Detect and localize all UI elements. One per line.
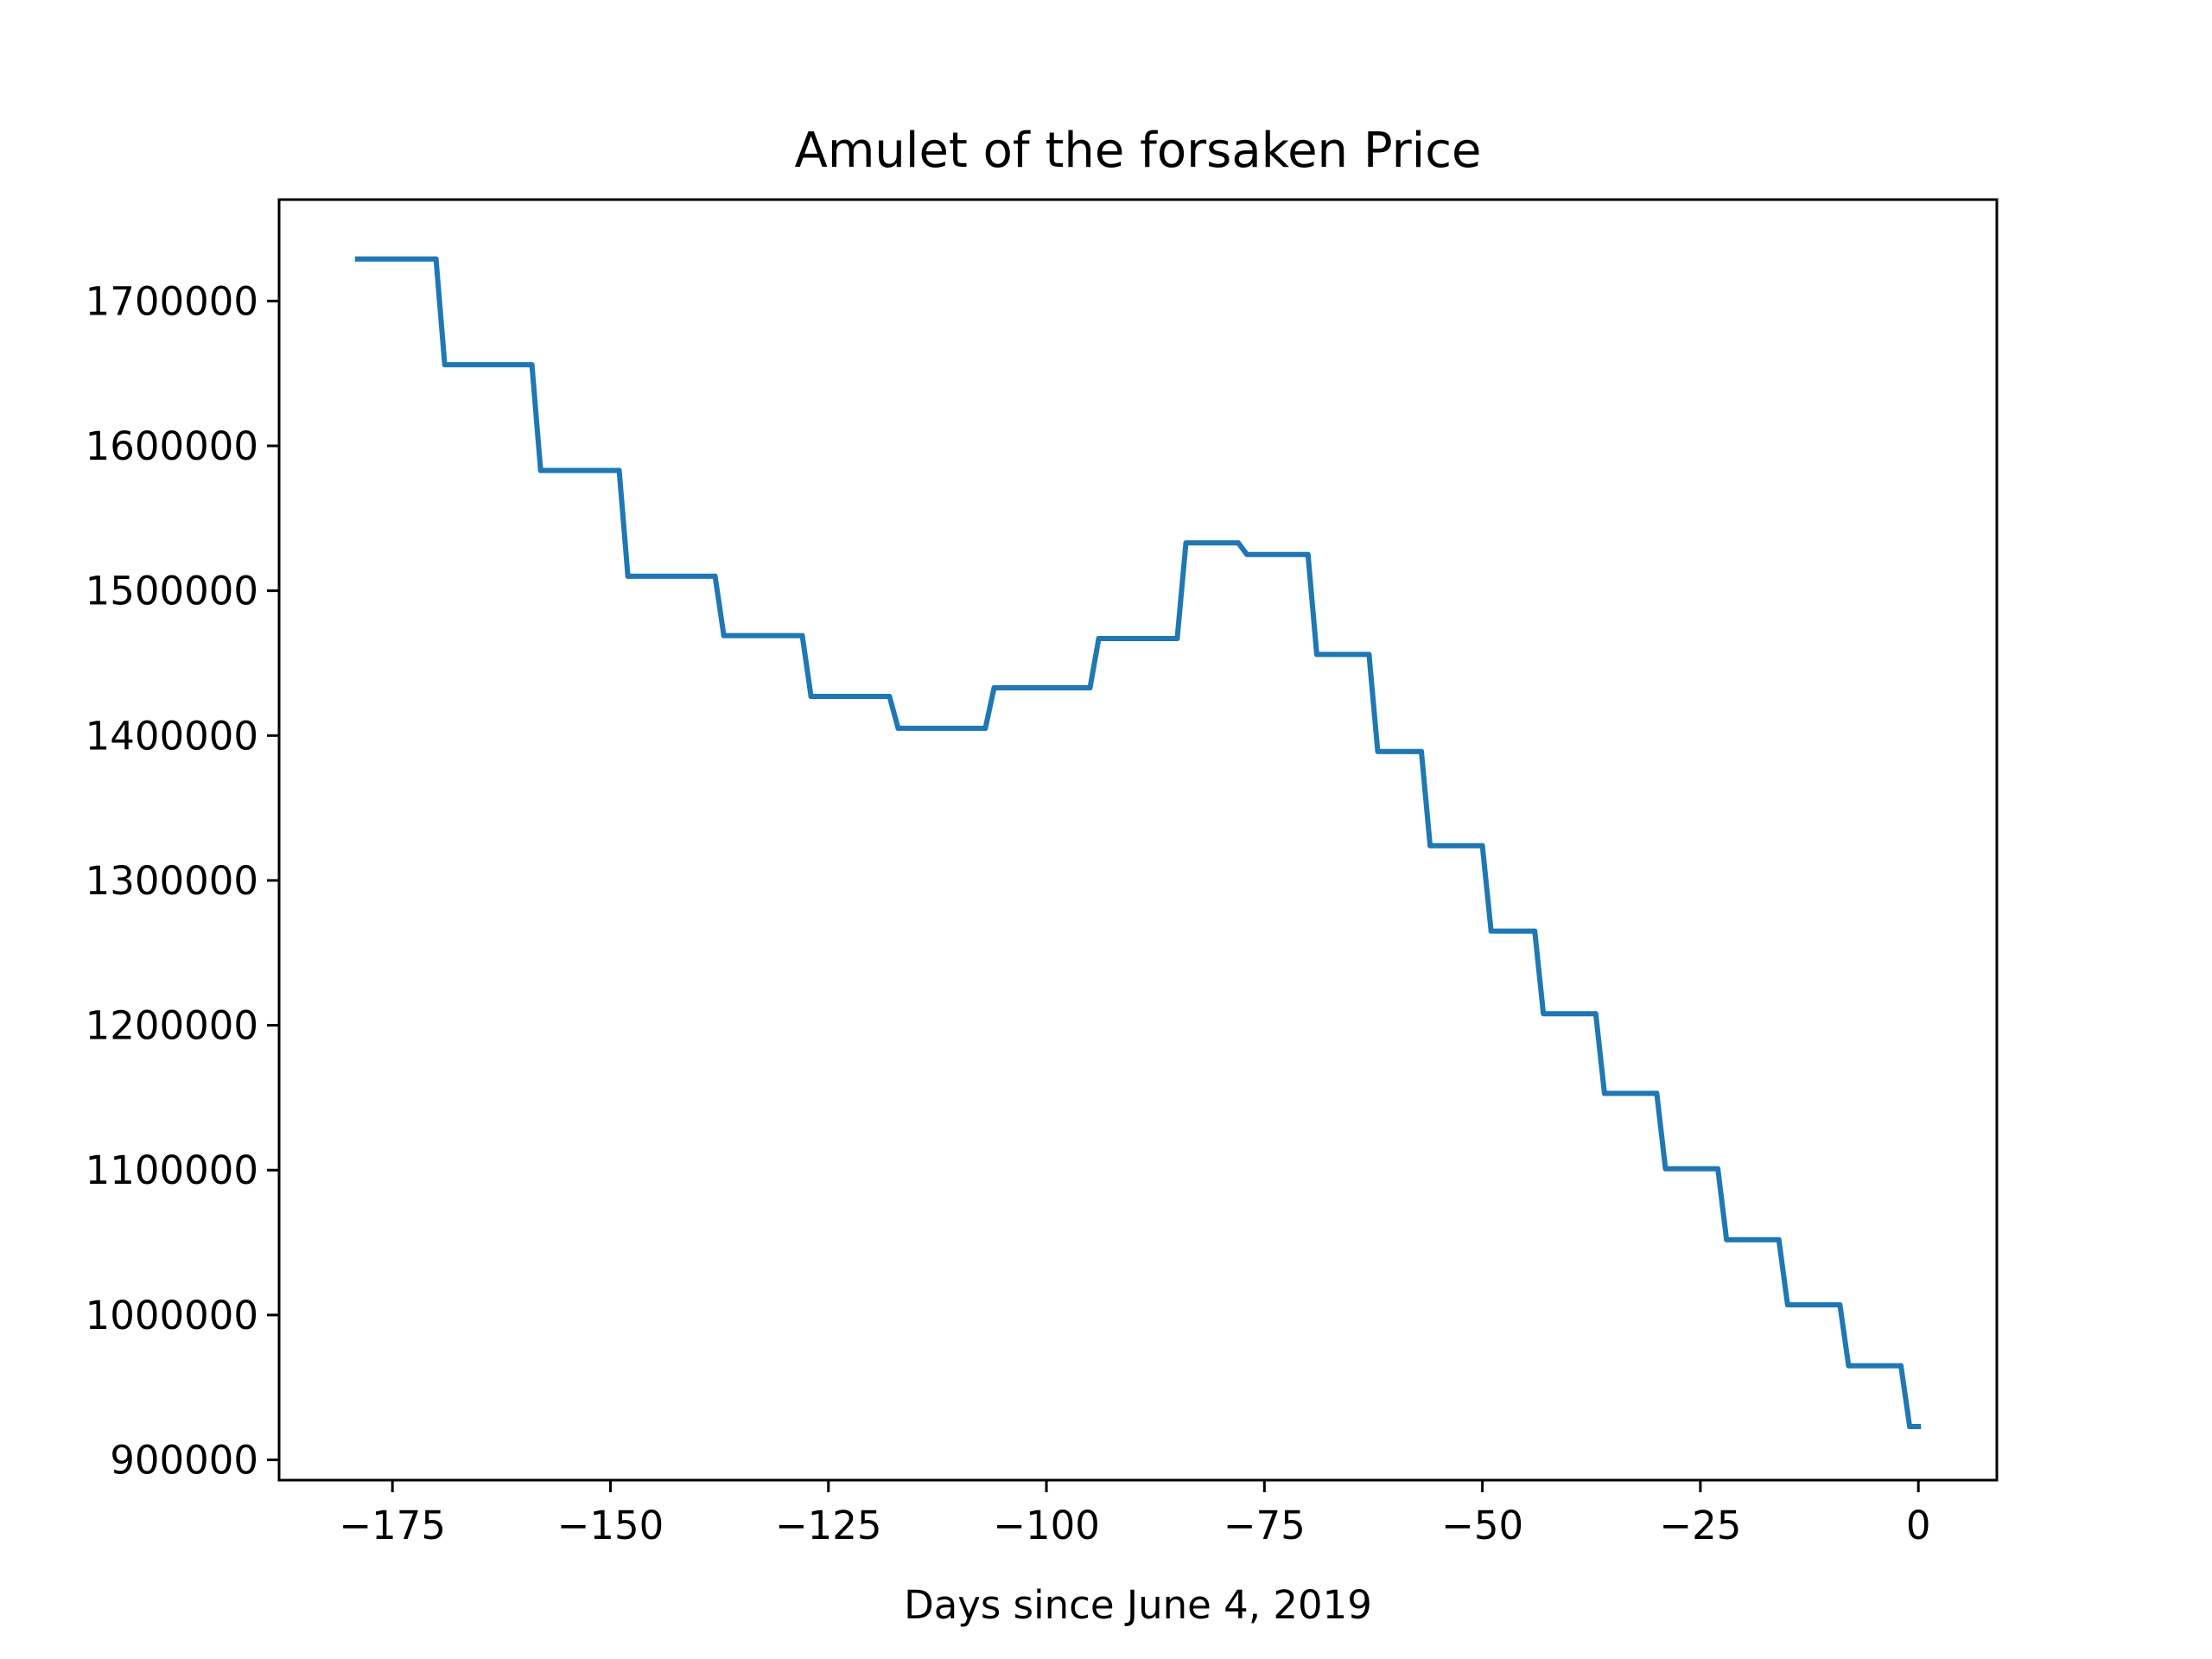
price-data-point: [1488, 928, 1494, 934]
y-tick-label: 1600000: [86, 423, 258, 469]
series-layer: [354, 256, 1922, 1429]
price-data-point: [1784, 1302, 1790, 1308]
price-data-point: [529, 362, 535, 368]
x-tick-label: −150: [557, 1503, 664, 1548]
price-data-point: [1837, 1302, 1843, 1308]
price-data-point: [982, 725, 988, 731]
price-data-point: [712, 573, 718, 579]
price-data-point: [1907, 1423, 1913, 1429]
y-tick-label: 1100000: [86, 1147, 258, 1193]
price-data-point: [537, 467, 543, 474]
price-data-point: [354, 256, 360, 262]
x-axis-ticks: −175 −150 −125 −100 −75 −50 −25 0: [339, 1480, 1930, 1548]
price-data-point: [1087, 684, 1093, 690]
price-data-point: [1715, 1166, 1721, 1172]
price-data-point: [1776, 1236, 1782, 1243]
x-tick-label: −125: [775, 1503, 882, 1548]
price-data-point: [1916, 1423, 1922, 1429]
price-data-point: [1244, 551, 1250, 557]
price-data-point: [1662, 1166, 1669, 1172]
price-data-point: [1418, 748, 1424, 754]
price-data-point: [808, 694, 814, 700]
y-tick-label: 1300000: [86, 858, 258, 904]
price-data-point: [1592, 1011, 1599, 1017]
y-tick-label: 900000: [110, 1438, 258, 1484]
price-series-line: [354, 256, 1922, 1429]
y-axis-ticks: 900000 1000000 1100000 1200000 1300000 140000…: [86, 278, 279, 1484]
price-data-point: [1174, 635, 1180, 641]
price-data-point: [625, 573, 631, 579]
y-tick-label: 1400000: [86, 713, 258, 759]
price-data-point: [1096, 635, 1102, 641]
price-data-point: [442, 362, 448, 368]
y-tick-label: 1500000: [86, 569, 258, 614]
x-tick-label: −100: [993, 1503, 1100, 1548]
price-data-point: [1313, 652, 1319, 658]
x-tick-label: 0: [1906, 1503, 1931, 1548]
price-data-point: [433, 256, 439, 262]
price-data-point: [616, 467, 622, 474]
price-data-point: [1601, 1090, 1607, 1096]
price-data-point: [1532, 928, 1538, 934]
plot-frame: [277, 198, 1999, 1482]
y-tick-label: 1200000: [86, 1003, 258, 1049]
chart-title: Amulet of the forsaken Price: [795, 123, 1482, 179]
x-axis-label: Days since June 4, 2019: [904, 1582, 1372, 1628]
price-data-point: [1654, 1090, 1660, 1096]
x-tick-label: −50: [1441, 1503, 1523, 1548]
price-data-point: [1305, 551, 1311, 557]
price-data-point: [1724, 1236, 1730, 1243]
price-data-point: [1375, 748, 1381, 754]
price-data-point: [887, 694, 893, 700]
price-data-point: [991, 684, 997, 690]
price-data-point: [1427, 842, 1433, 849]
price-data-point: [1236, 540, 1242, 546]
x-tick-label: −175: [339, 1503, 446, 1548]
price-data-point: [799, 632, 805, 639]
price-data-point: [1541, 1011, 1547, 1017]
x-tick-label: −25: [1659, 1503, 1741, 1548]
price-data-point: [1846, 1363, 1852, 1369]
y-tick-label: 1700000: [86, 278, 258, 324]
price-data-point: [1366, 652, 1372, 658]
price-data-point: [1897, 1363, 1904, 1369]
x-tick-label: −75: [1224, 1503, 1306, 1548]
price-data-point: [1183, 540, 1189, 546]
price-data-point: [895, 725, 901, 731]
price-data-point: [1479, 842, 1485, 849]
y-tick-label: 1000000: [86, 1293, 258, 1338]
price-data-point: [721, 632, 727, 639]
